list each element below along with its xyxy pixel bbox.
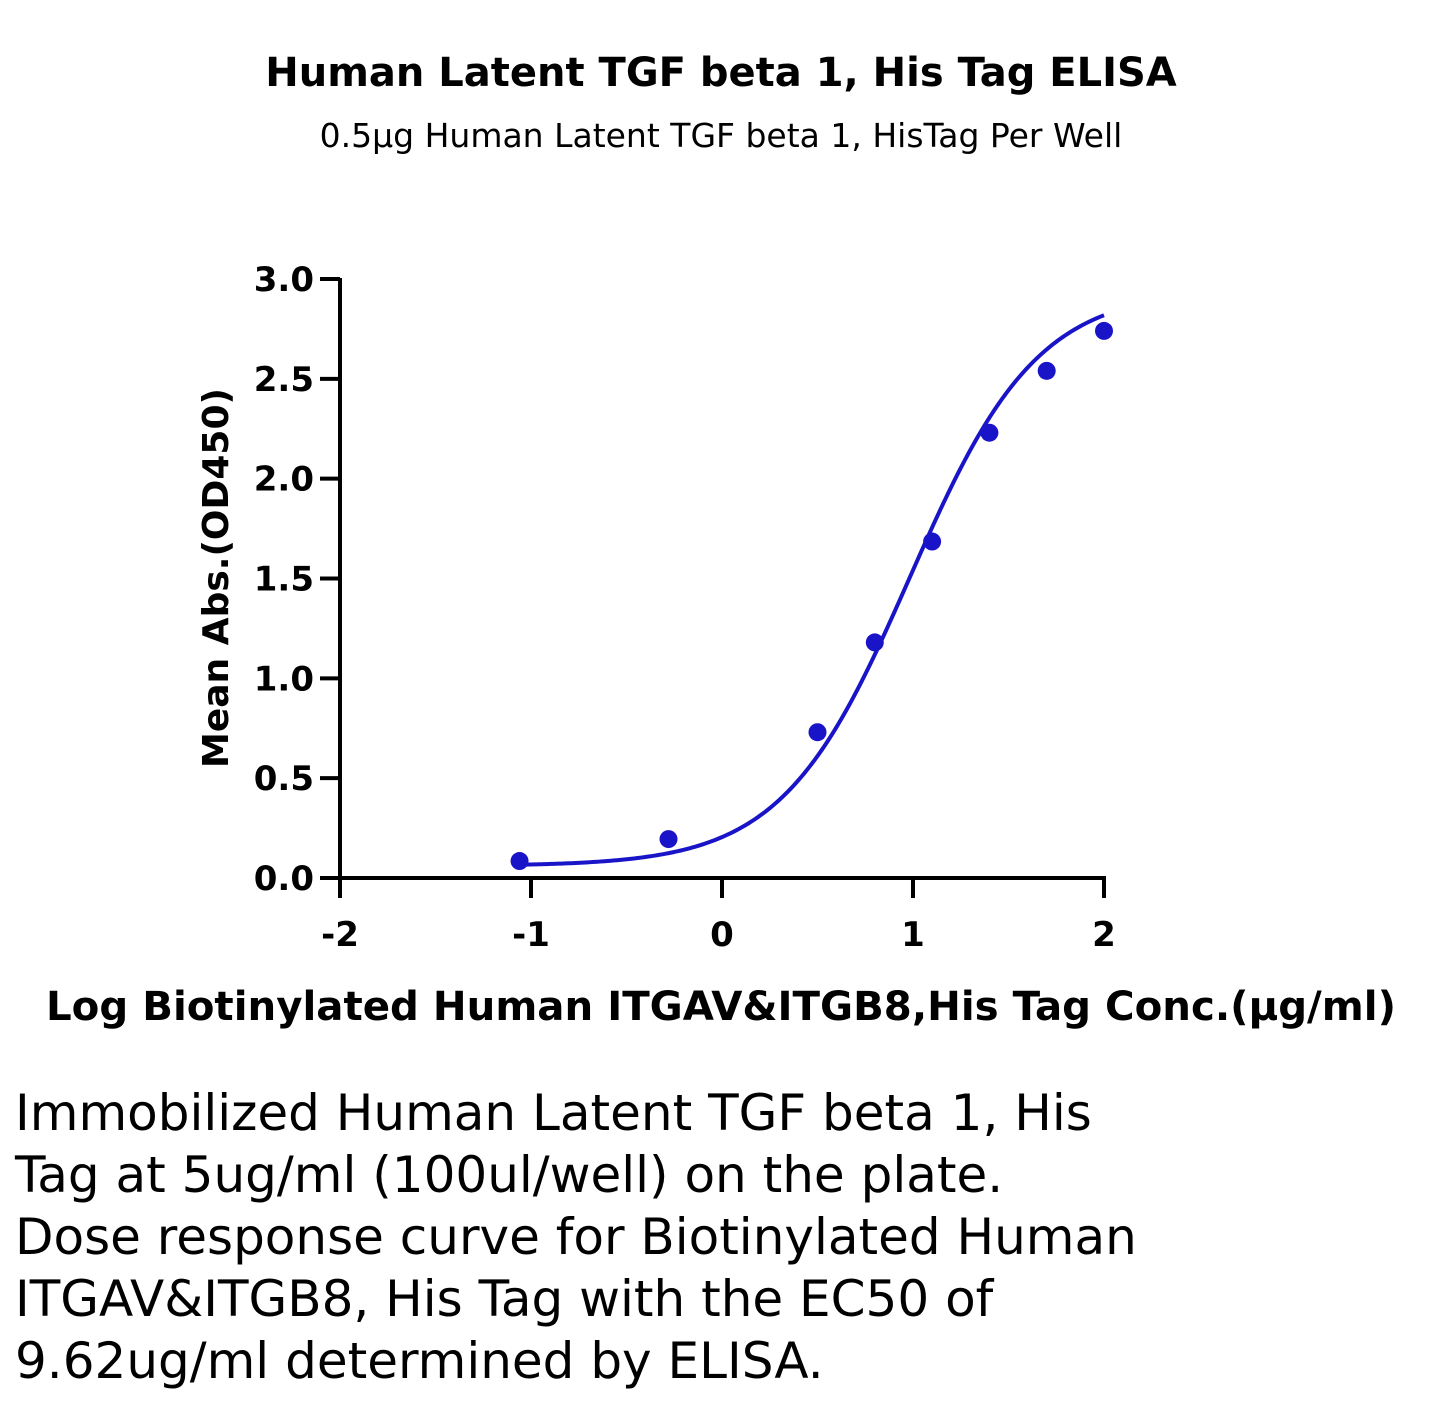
y-tick-label: 1.5 xyxy=(254,560,314,600)
data-point xyxy=(808,723,827,742)
x-axis-label: Log Biotinylated Human ITGAV&ITGB8,His T… xyxy=(46,984,1396,1030)
data-point xyxy=(980,423,999,442)
y-ticks: 0.0 0.5 1.0 1.5 2.0 2.5 3.0 xyxy=(254,260,340,899)
y-axis-label: Mean Abs.(OD450) xyxy=(196,388,237,768)
x-ticks: -2 -1 0 1 2 xyxy=(321,878,1116,955)
x-tick-label: -2 xyxy=(321,915,359,955)
y-tick-label: 3.0 xyxy=(254,260,314,300)
data-point xyxy=(1095,321,1113,340)
caption-line-4: ITGAV&ITGB8, His Tag with the EC50 of xyxy=(15,1270,994,1328)
data-point xyxy=(923,532,942,551)
data-point xyxy=(1037,361,1056,380)
x-tick-label: 1 xyxy=(901,915,925,955)
fit-curve xyxy=(519,313,1105,867)
data-point xyxy=(510,852,529,871)
plot-area: 0.0 0.5 1.0 1.5 2.0 2.5 3.0 -2 -1 0 1 2 Mean Abs.(… xyxy=(46,260,1396,1030)
caption-line-1: Immobilized Human Latent TGF beta 1, His xyxy=(15,1084,1092,1142)
y-tick-label: 0.0 xyxy=(254,859,314,899)
y-tick-label: 0.5 xyxy=(254,759,314,799)
x-tick-label: -1 xyxy=(512,915,550,955)
y-tick-label: 2.0 xyxy=(254,460,314,500)
caption-line-2: Tag at 5ug/ml (100ul/well) on the plate. xyxy=(15,1146,1004,1204)
x-tick-label: 0 xyxy=(710,915,734,955)
caption-line-3: Dose response curve for Biotinylated Hum… xyxy=(15,1208,1137,1266)
data-point xyxy=(659,830,678,849)
caption-line-5: 9.62ug/ml determined by ELISA. xyxy=(15,1332,824,1390)
chart-subtitle: 0.5μg Human Latent TGF beta 1, HisTag Pe… xyxy=(319,116,1123,155)
chart-title: Human Latent TGF beta 1, His Tag ELISA xyxy=(265,50,1177,96)
x-tick-label: 2 xyxy=(1092,915,1116,955)
series-group xyxy=(510,313,1113,871)
y-tick-label: 2.5 xyxy=(254,360,314,400)
y-tick-label: 1.0 xyxy=(254,659,314,699)
data-point xyxy=(865,633,884,652)
caption: Immobilized Human Latent TGF beta 1, His… xyxy=(15,1082,1415,1392)
